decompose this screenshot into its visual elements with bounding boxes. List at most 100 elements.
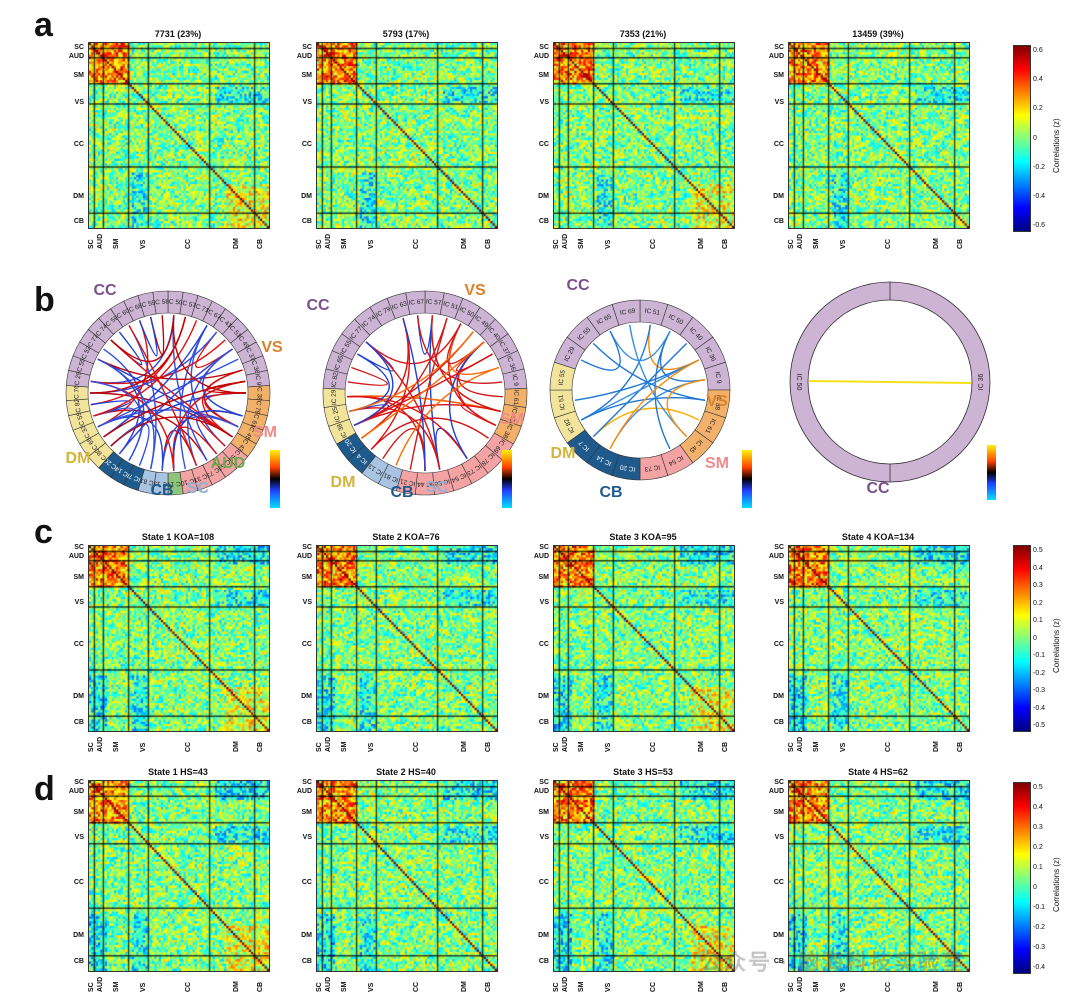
connection-chord: [580, 396, 706, 421]
connection-chord: [202, 369, 243, 438]
connection-chord: [103, 380, 246, 438]
y-axis-network-label: CC: [73, 879, 84, 886]
correlation-matrix: [88, 545, 270, 732]
connection-chord: [90, 380, 143, 461]
y-axis-network-label: DM: [773, 193, 784, 200]
ic-node-label: IC 82: [74, 398, 83, 415]
network-segment: [611, 299, 641, 326]
ic-node-label: IC 50: [795, 374, 802, 391]
colorbar-tick-label: 0: [1033, 134, 1037, 142]
y-axis-network-label: DM: [301, 932, 312, 939]
colorbar-tick-label: 0.1: [1033, 864, 1043, 871]
colorbar-tick-label: 0.2: [1033, 105, 1043, 113]
ic-node-label: IC 38: [255, 385, 262, 401]
connection-chord: [580, 324, 652, 421]
ic-node-label: IC 61: [512, 389, 520, 405]
connection-chord: [370, 417, 489, 450]
connection-chord: [97, 358, 155, 470]
matrix-title: State 2 KOA=76: [372, 532, 440, 542]
y-axis-network-label: AUD: [296, 788, 312, 795]
network-label: CC: [93, 282, 117, 299]
y-axis-network-label: CB: [773, 218, 784, 225]
y-axis-network-label: SC: [74, 44, 84, 51]
y-axis-network-label: SM: [773, 809, 785, 816]
y-axis-network-label: AUD: [68, 553, 84, 560]
matrix-title: 7353 (21%): [619, 29, 667, 39]
connection-chord: [431, 315, 501, 413]
y-axis-network-label: SC: [539, 544, 549, 551]
connection-chord: [190, 325, 226, 447]
y-axis-network-label: CC: [773, 641, 784, 648]
matrix-title: 5793 (17%): [382, 29, 430, 39]
ic-node-label: IC 55: [76, 357, 87, 374]
matrix-title: State 3 HS=53: [613, 767, 673, 777]
colorbar-tick-label: 0.1: [1033, 617, 1043, 624]
connection-chord: [448, 341, 485, 459]
ic-node-label: IC 44: [417, 480, 433, 487]
connection-chord: [353, 404, 501, 427]
ic-node-label: IC 10: [179, 476, 196, 486]
ic-node-label: IC 73: [644, 463, 661, 472]
y-axis-network-label: DM: [301, 193, 312, 200]
y-axis-network-label: SC: [774, 44, 784, 51]
connection-chord: [97, 320, 149, 428]
ic-node-label: IC 20: [619, 463, 636, 472]
ic-node-label: IC 57: [180, 299, 197, 309]
connection-chord: [161, 415, 239, 471]
connection-chord: [361, 341, 485, 439]
colorbar-tick-label: 0.5: [1033, 784, 1043, 791]
colorbar-tick-label: 0: [1033, 634, 1037, 642]
ic-node-label: IC 51: [557, 394, 566, 411]
connection-chord: [187, 348, 233, 466]
matrix-title: State 3 KOA=95: [609, 532, 677, 542]
y-axis-network-label: SC: [774, 544, 784, 551]
network-segment: [405, 290, 426, 315]
y-axis-network-label: SM: [773, 72, 785, 79]
y-axis-network-label: CB: [73, 719, 84, 726]
y-axis-network-label: VS: [539, 599, 549, 606]
y-axis-network-label: CC: [73, 641, 84, 648]
y-axis-network-label: CC: [73, 141, 84, 148]
network-label: DM: [551, 445, 576, 462]
connection-chord: [353, 341, 394, 427]
y-axis-network-label: SC: [302, 544, 312, 551]
y-axis-network-label: SC: [539, 779, 549, 786]
network-label: SC: [187, 480, 210, 497]
y-axis-network-label: DM: [301, 693, 312, 700]
y-axis-network-label: AUD: [296, 553, 312, 560]
colorbar-tick-label: -0.2: [1033, 924, 1046, 931]
connection-chord: [580, 330, 621, 371]
y-axis-network-label: SM: [301, 809, 313, 816]
y-axis-network-label: CC: [538, 641, 549, 648]
y-axis-network-label: CB: [773, 719, 784, 726]
y-axis-network-label: CC: [301, 141, 312, 148]
colorbar-tick-label: -0.2: [1033, 669, 1046, 677]
y-axis-network-label: VS: [774, 99, 784, 106]
network-label: CC: [866, 480, 890, 497]
colorbar-tick-label: 0.5: [1033, 547, 1043, 554]
panel-letter-b: b: [34, 281, 55, 319]
ic-node-label: IC 78: [253, 398, 262, 415]
colorbar-tick-label: 0.2: [1033, 844, 1043, 851]
colorbar-tick-label: -0.3: [1033, 944, 1046, 951]
y-axis-network-label: DM: [73, 932, 84, 939]
network-label: DM: [66, 450, 91, 467]
y-axis-network-label: AUD: [533, 53, 549, 60]
connection-chord: [592, 342, 706, 402]
ic-node-label: IC 13: [153, 479, 169, 487]
colorbar-tick-label: 0.3: [1033, 824, 1043, 831]
y-axis-network-label: SM: [538, 809, 550, 816]
y-axis-network-label: SM: [538, 72, 550, 79]
matrix-title: 7731 (23%): [154, 29, 202, 39]
colorbar-tick-label: 0: [1033, 884, 1037, 891]
ic-node-label: IC 63: [391, 300, 408, 311]
y-axis-network-label: VS: [302, 834, 312, 841]
ic-node-label: IC 76: [74, 385, 81, 401]
panel-letter-a: a: [34, 6, 53, 44]
y-axis-network-label: SM: [73, 574, 85, 581]
colorbar-tick-label: -0.6: [1033, 222, 1046, 229]
correlation-matrix: [316, 42, 498, 229]
y-axis-network-label: VS: [539, 99, 549, 106]
